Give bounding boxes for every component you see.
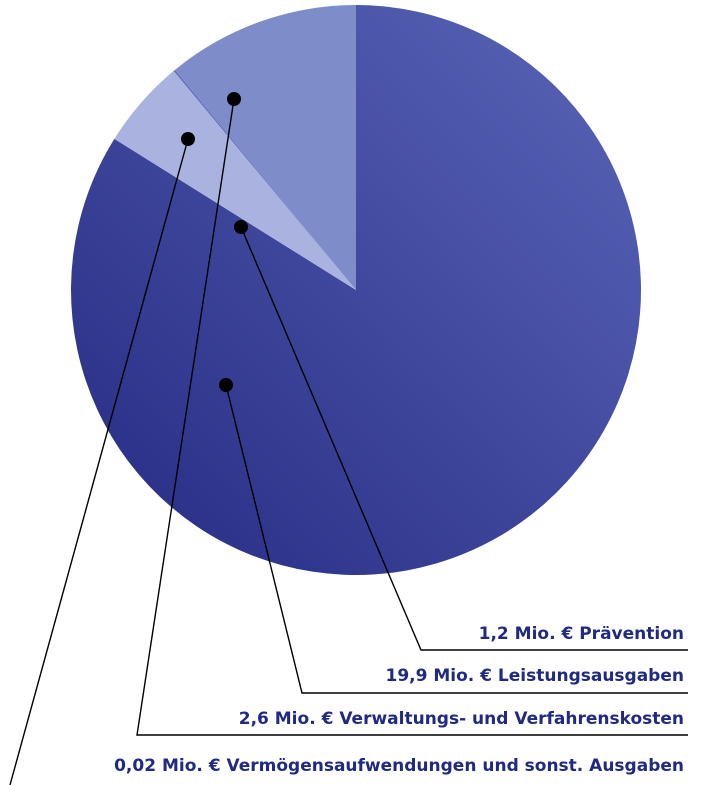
leader-line-verwaltung bbox=[136, 98, 688, 736]
marker-dot-praevention bbox=[234, 220, 248, 234]
label-praevention: 1,2 Mio. € Prävention bbox=[479, 624, 684, 644]
slice-vermoegen bbox=[173, 69, 356, 290]
label-leistungsausgaben: 19,9 Mio. € Leistungsausgaben bbox=[386, 666, 684, 686]
slice-praevention bbox=[114, 70, 356, 290]
marker-dot-vermoegen bbox=[181, 132, 195, 146]
label-vermoegen: 0,02 Mio. € Vermögensaufwendungen und so… bbox=[114, 756, 684, 776]
marker-dot-verwaltung bbox=[227, 92, 241, 106]
pie-slices bbox=[71, 4, 641, 575]
leader-line-praevention bbox=[240, 226, 688, 651]
leader-line-vermoegen bbox=[9, 138, 189, 785]
slice-verwaltung bbox=[174, 4, 356, 290]
label-verwaltung: 2,6 Mio. € Verwaltungs- und Verfahrensko… bbox=[239, 709, 684, 729]
marker-dot-leistungsausgaben bbox=[219, 378, 233, 392]
leader-line-leistungsausgaben bbox=[225, 384, 688, 694]
